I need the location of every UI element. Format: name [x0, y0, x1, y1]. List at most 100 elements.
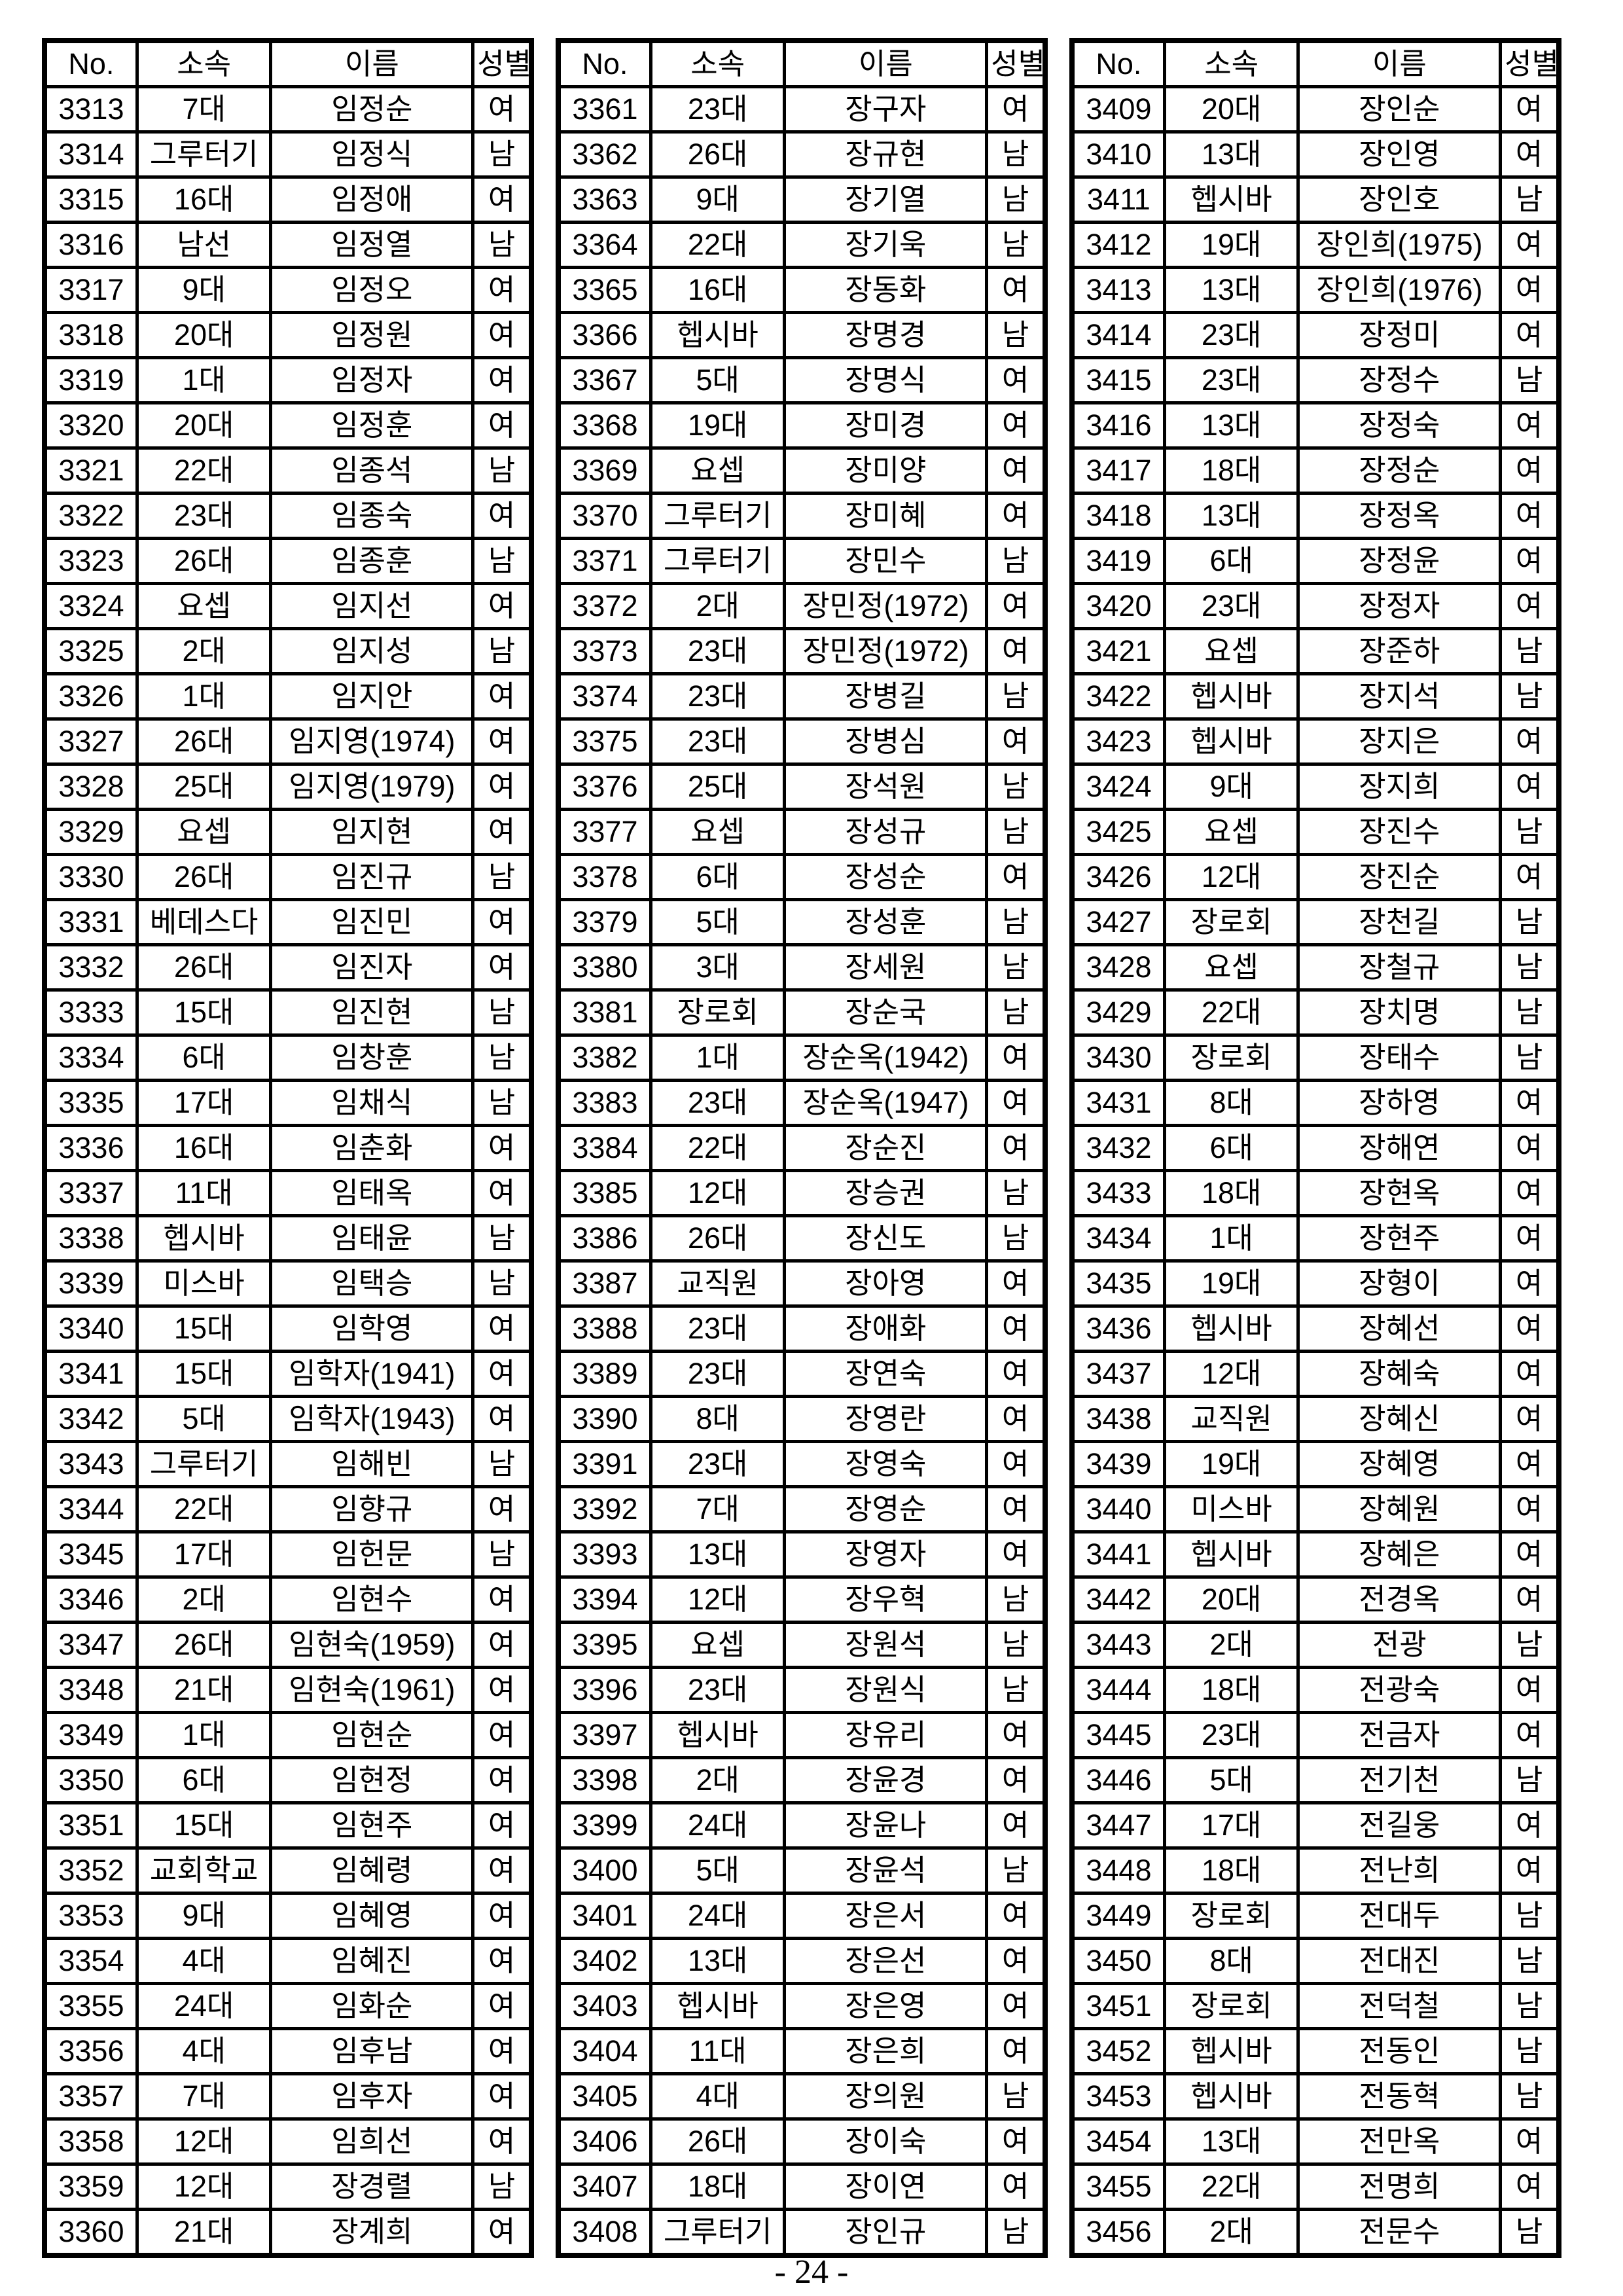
cell-name: 임지선 — [269, 582, 475, 630]
cell-no: 3386 — [556, 1214, 652, 1263]
cell-gender: 여 — [471, 1169, 533, 1217]
cell-affiliation: 미스바 — [1162, 1485, 1300, 1534]
cell-name: 장은선 — [783, 1937, 989, 1985]
cell-name: 장계희 — [269, 2208, 475, 2257]
cell-no: 3436 — [1070, 1304, 1166, 1353]
table-row: 3361 23대 장구자 여 — [556, 85, 1047, 134]
cell-affiliation: 6대 — [1162, 537, 1300, 585]
table-row: 3449 장로회 전대두 남 — [1070, 1892, 1561, 1940]
cell-no: 3447 — [1070, 1801, 1166, 1850]
cell-no: 3394 — [556, 1575, 652, 1624]
cell-name: 장병심 — [783, 717, 989, 766]
cell-no: 3320 — [43, 401, 139, 450]
cell-no: 3335 — [43, 1079, 139, 1127]
cell-affiliation: 장로회 — [1162, 1982, 1300, 2030]
cell-name: 장미혜 — [783, 492, 989, 540]
cell-name: 장윤나 — [783, 1801, 989, 1850]
cell-no: 3402 — [556, 1937, 652, 1985]
cell-affiliation: 6대 — [135, 1756, 273, 1804]
cell-no: 3372 — [556, 582, 652, 630]
header-name: 이름 — [1296, 39, 1503, 88]
cell-name: 장혜신 — [1296, 1395, 1503, 1443]
cell-affiliation: 26대 — [649, 130, 787, 179]
cell-name: 장진순 — [1296, 853, 1503, 901]
cell-gender: 남 — [985, 1666, 1047, 1714]
cell-affiliation: 그루터기 — [135, 1440, 273, 1488]
cell-name: 임진민 — [269, 898, 475, 946]
cell-gender: 여 — [1499, 1711, 1561, 1759]
table-row: 3446 5대 전기천 남 — [1070, 1756, 1561, 1804]
cell-name: 임화순 — [269, 1982, 475, 2030]
cell-name: 전대두 — [1296, 1892, 1503, 1940]
cell-affiliation: 23대 — [649, 1666, 787, 1714]
cell-gender: 남 — [985, 898, 1047, 946]
table-row: 3370 그루터기 장미혜 여 — [556, 492, 1047, 540]
cell-affiliation: 23대 — [649, 672, 787, 721]
cell-gender: 여 — [1499, 401, 1561, 450]
cell-affiliation: 6대 — [649, 853, 787, 901]
cell-gender: 여 — [471, 1124, 533, 1172]
cell-no: 3338 — [43, 1214, 139, 1263]
cell-gender: 남 — [471, 130, 533, 179]
cell-affiliation: 2대 — [1162, 2208, 1300, 2257]
table-row: 3348 21대 임현숙(1961) 여 — [43, 1666, 533, 1714]
cell-name: 장정옥 — [1296, 492, 1503, 540]
cell-name: 장아영 — [783, 1259, 989, 1308]
table-row: 3441 헵시바 장혜은 여 — [1070, 1530, 1561, 1579]
cell-gender: 여 — [1499, 1530, 1561, 1579]
cell-gender: 여 — [985, 266, 1047, 314]
cell-gender: 남 — [471, 537, 533, 585]
header-name: 이름 — [783, 39, 989, 88]
cell-gender: 여 — [1499, 537, 1561, 585]
cell-affiliation: 23대 — [649, 1304, 787, 1353]
table-row: 3399 24대 장윤나 여 — [556, 1801, 1047, 1850]
cell-affiliation: 12대 — [1162, 853, 1300, 901]
cell-no: 3435 — [1070, 1259, 1166, 1308]
table-row: 3394 12대 장우혁 남 — [556, 1575, 1047, 1624]
cell-affiliation: 26대 — [649, 1214, 787, 1263]
cell-name: 장정미 — [1296, 311, 1503, 359]
cell-name: 전경옥 — [1296, 1575, 1503, 1624]
table-row: 3318 20대 임정원 여 — [43, 311, 533, 359]
cell-gender: 남 — [985, 988, 1047, 1037]
table-row: 3339 미스바 임택승 남 — [43, 1259, 533, 1308]
table-row: 3453 헵시바 전동혁 남 — [1070, 2072, 1561, 2121]
cell-affiliation: 1대 — [135, 1711, 273, 1759]
table-row: 3314 그루터기 임정식 남 — [43, 130, 533, 179]
cell-no: 3355 — [43, 1982, 139, 2030]
table-row: 3360 21대 장계희 여 — [43, 2208, 533, 2257]
table-row: 3403 헵시바 장은영 여 — [556, 1982, 1047, 2030]
cell-gender: 여 — [471, 266, 533, 314]
cell-no: 3409 — [1070, 85, 1166, 134]
cell-affiliation: 13대 — [1162, 492, 1300, 540]
cell-name: 장기열 — [783, 175, 989, 224]
cell-name: 장미경 — [783, 401, 989, 450]
cell-no: 3419 — [1070, 537, 1166, 585]
cell-no: 3441 — [1070, 1530, 1166, 1579]
table-row: 3405 4대 장의원 남 — [556, 2072, 1047, 2121]
table-row: 3412 19대 장인희(1975) 여 — [1070, 221, 1561, 269]
cell-gender: 남 — [985, 1575, 1047, 1624]
cell-name: 장성규 — [783, 808, 989, 856]
cell-name: 장지석 — [1296, 672, 1503, 721]
cell-affiliation: 24대 — [135, 1982, 273, 2030]
cell-affiliation: 그루터기 — [649, 537, 787, 585]
cell-affiliation: 26대 — [649, 2117, 787, 2166]
cell-name: 임지영(1974) — [269, 717, 475, 766]
cell-name: 장규현 — [783, 130, 989, 179]
table-row: 3336 16대 임춘화 여 — [43, 1124, 533, 1172]
cell-no: 3323 — [43, 537, 139, 585]
cell-affiliation: 13대 — [649, 1530, 787, 1579]
cell-gender: 여 — [985, 401, 1047, 450]
cell-no: 3438 — [1070, 1395, 1166, 1443]
cell-name: 임정식 — [269, 130, 475, 179]
cell-gender: 여 — [985, 1801, 1047, 1850]
cell-no: 3433 — [1070, 1169, 1166, 1217]
cell-affiliation: 헵시바 — [649, 1982, 787, 2030]
cell-no: 3376 — [556, 762, 652, 811]
cell-affiliation: 15대 — [135, 1350, 273, 1398]
cell-gender: 여 — [1499, 1801, 1561, 1850]
table-row: 3334 6대 임창훈 남 — [43, 1033, 533, 1082]
cell-no: 3430 — [1070, 1033, 1166, 1082]
cell-name: 임혜령 — [269, 1846, 475, 1895]
